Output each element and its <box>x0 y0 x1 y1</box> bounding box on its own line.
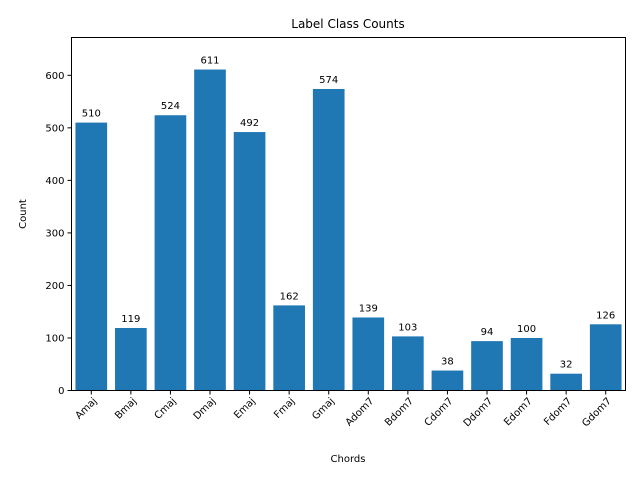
x-tick-label-emaj: Emaj <box>232 396 257 421</box>
data-labels-group: 510 119 524 611 492 162 574 139 103 38 94 100 32 126 <box>82 56 616 371</box>
y-tick-label-600: 600 <box>45 71 64 82</box>
data-label-fmaj: 162 <box>280 291 299 302</box>
y-tick-label-500: 500 <box>45 123 64 134</box>
y-tick-label-400: 400 <box>45 176 64 187</box>
data-label-cdom7: 38 <box>441 357 454 368</box>
x-tick-label-gdom7: Gdom7 <box>580 396 613 429</box>
x-tick-label-dmaj: Dmaj <box>192 396 218 422</box>
data-label-gdom7: 126 <box>596 310 615 321</box>
bar-fmaj <box>273 305 305 391</box>
bar-ddom7 <box>471 341 503 391</box>
y-axis-title: Count <box>18 199 29 229</box>
data-label-emaj: 492 <box>240 118 259 129</box>
bar-edom7 <box>510 337 543 391</box>
bar-emaj <box>233 132 266 391</box>
x-tick-label-edom7: Edom7 <box>502 396 534 428</box>
bar-adom7 <box>352 317 385 391</box>
y-tick-label-0: 0 <box>58 386 64 397</box>
bar-dmaj <box>194 69 226 391</box>
x-tick-label-fdom7: Fdom7 <box>542 396 574 428</box>
data-label-cmaj: 524 <box>161 101 180 112</box>
x-axis: Amaj Bmaj Cmaj Dmaj Emaj Fmaj Gmaj Adom7 Bdom7 Cd… <box>74 390 614 429</box>
bar-bdom7 <box>392 336 424 391</box>
x-tick-label-gmaj: Gmaj <box>310 396 336 422</box>
bar-cmaj <box>154 115 187 391</box>
x-tick-label-ddom7: Ddom7 <box>462 396 495 429</box>
bar-bmaj <box>115 327 147 391</box>
x-tick-label-amaj: Amaj <box>74 396 100 422</box>
plot-frame <box>71 37 626 391</box>
y-axis: 0 100 200 300 400 500 600 <box>45 71 72 397</box>
data-label-bmaj: 119 <box>121 314 140 325</box>
data-label-bdom7: 103 <box>398 322 417 333</box>
y-tick-label-200: 200 <box>45 281 64 292</box>
data-label-edom7: 100 <box>517 324 536 335</box>
bar-gdom7 <box>589 324 622 391</box>
bar-gmaj <box>312 88 345 391</box>
x-tick-label-fmaj: Fmaj <box>272 396 297 421</box>
bars-group <box>75 69 622 391</box>
bar-amaj <box>75 122 108 391</box>
y-tick-label-300: 300 <box>45 228 64 239</box>
chart-title: Label Class Counts <box>291 17 404 31</box>
bar-cdom7 <box>431 370 464 391</box>
data-label-adom7: 139 <box>359 303 378 314</box>
data-label-ddom7: 94 <box>481 327 494 338</box>
x-tick-label-cmaj: Cmaj <box>153 396 179 422</box>
data-label-gmaj: 574 <box>319 75 338 86</box>
data-label-dmaj: 611 <box>200 56 219 67</box>
bar-fdom7 <box>550 373 582 391</box>
x-tick-label-bmaj: Bmaj <box>113 396 139 422</box>
y-tick-label-100: 100 <box>45 333 64 344</box>
data-label-amaj: 510 <box>82 109 101 120</box>
x-axis-title: Chords <box>331 454 366 465</box>
data-label-fdom7: 32 <box>560 360 573 371</box>
x-tick-label-bdom7: Bdom7 <box>383 396 416 429</box>
x-tick-label-adom7: Adom7 <box>344 396 377 429</box>
x-tick-label-cdom7: Cdom7 <box>423 396 456 429</box>
